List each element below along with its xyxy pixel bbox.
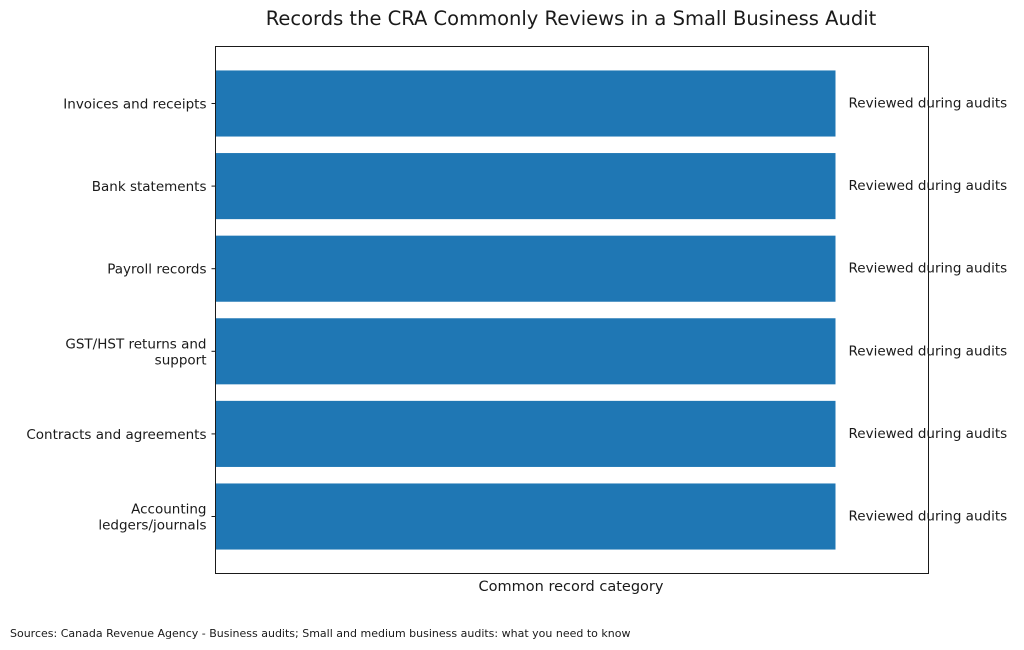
y-tick-label-line: Invoices and receipts: [63, 96, 206, 112]
bar-2: [215, 235, 836, 302]
y-tick-label-0: Invoices and receipts: [63, 96, 206, 112]
y-tick-label-line: Contracts and agreements: [26, 427, 206, 443]
y-tick-label-line: Bank statements: [92, 179, 207, 195]
bar-label-5: Reviewed during audits: [849, 509, 1008, 525]
x-axis-label: Common record category: [479, 579, 664, 595]
y-tick-label-5: Accounting ledgers/journals: [98, 502, 206, 534]
y-tick-labels: Invoices and receipts Bank statements Payr…: [26, 96, 216, 534]
y-tick-label-4: Contracts and agreements: [26, 427, 206, 443]
bar-5: [215, 483, 836, 550]
y-tick-label-3: GST/HST returns and support: [65, 336, 206, 368]
bar-0: [215, 70, 836, 137]
bar-3: [215, 318, 836, 385]
plot-frame: [215, 46, 929, 574]
chart-title: Records the CRA Commonly Reviews in a Sm…: [266, 7, 877, 30]
y-tick-label-line: GST/HST returns and: [65, 336, 206, 352]
bar-labels: Reviewed during audits Reviewed during au…: [849, 95, 1008, 524]
bar-label-3: Reviewed during audits: [849, 343, 1008, 359]
y-tick-label-line: support: [155, 352, 207, 368]
bar-1: [215, 153, 836, 220]
bar-label-4: Reviewed during audits: [849, 426, 1008, 442]
y-tick-label-line: ledgers/journals: [98, 518, 206, 534]
bar-4: [215, 400, 836, 467]
y-tick-label-1: Bank statements: [92, 179, 207, 195]
bar-label-2: Reviewed during audits: [849, 261, 1008, 277]
y-tick-label-line: Accounting: [131, 502, 206, 518]
y-tick-label-line: Payroll records: [107, 262, 206, 278]
bar-label-1: Reviewed during audits: [849, 178, 1008, 194]
bars-group: [215, 70, 836, 550]
y-tick-label-2: Payroll records: [107, 262, 206, 278]
bar-label-0: Reviewed during audits: [849, 95, 1008, 111]
source-footnote: Sources: Canada Revenue Agency - Busines…: [10, 627, 631, 640]
